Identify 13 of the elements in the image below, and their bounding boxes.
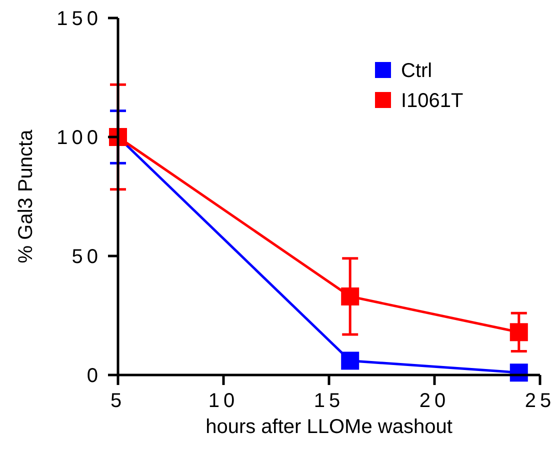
y-tick-label: 150: [56, 8, 102, 30]
x-tick-label: 5: [110, 390, 126, 412]
x-axis-title: hours after LLOMe washout: [206, 416, 453, 438]
x-tick-label: 15: [314, 390, 344, 412]
y-tick-label: 50: [72, 246, 102, 268]
x-tick-label: 10: [208, 390, 239, 412]
x-tick-label: 25: [524, 390, 555, 412]
y-tick-label: 100: [56, 127, 102, 149]
legend-label: Ctrl: [401, 60, 432, 82]
y-tick-label: 0: [86, 365, 102, 387]
legend-label: I1061T: [401, 90, 464, 112]
x-tick-label: 20: [419, 390, 450, 412]
y-axis-title: % Gal3 Puncta: [15, 128, 37, 264]
